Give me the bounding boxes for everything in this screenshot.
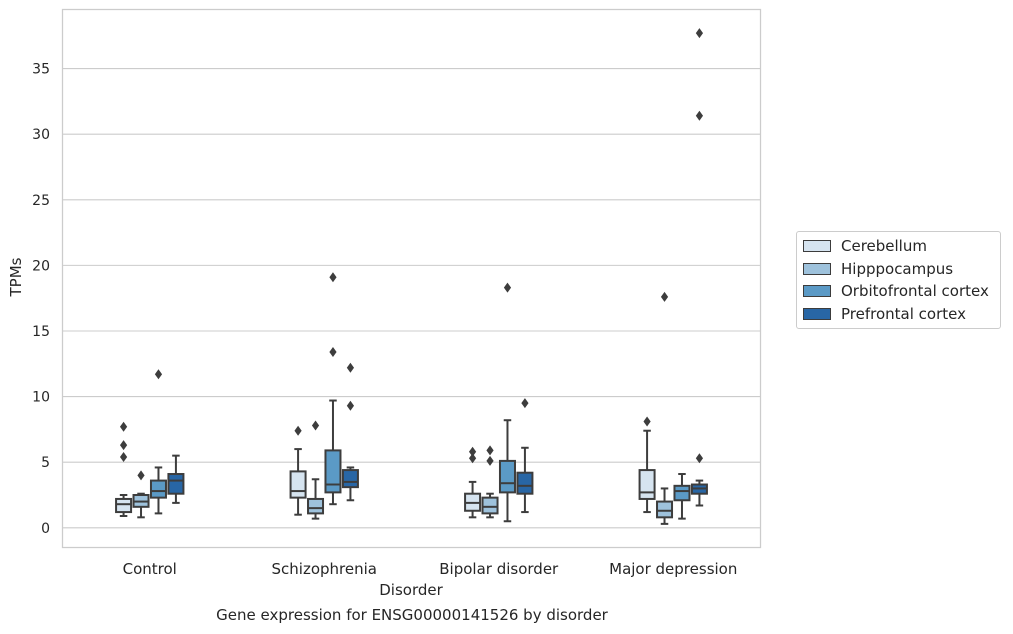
outlier-2 [119,421,128,432]
box-3-3 [690,28,708,507]
box-0-1 [132,470,150,519]
legend-swatch-prefrontal-cortex [803,308,831,321]
box-1-2 [324,272,342,506]
outlier-1 [346,362,355,373]
legend: Cerebellum Hipppocampus Orbitofrontal co… [796,231,1001,330]
y-tick-label-35: 35 [32,62,50,78]
box-body [167,473,185,495]
box-body [341,469,359,489]
legend-swatch-orbitofrontal-cortex [803,285,831,298]
legend-item-orbitofrontal-cortex: Orbitofrontal cortex [797,280,1000,303]
box-2-3 [516,398,534,514]
box-body [324,449,342,494]
outlier-0 [486,455,494,466]
legend-swatch-cerebellum [803,240,831,253]
box-body [481,496,499,515]
legend-item-hippocampus: Hipppocampus [797,258,1000,281]
box-body [656,500,674,519]
outlier-0 [643,416,651,427]
y-tick-label-10: 10 [32,390,50,406]
y-tick-labels: 0 5 10 15 20 25 30 35 [32,62,50,537]
legend-item-prefrontal-cortex: Prefrontal cortex [797,303,1000,326]
outlier-0 [346,400,355,411]
legend-label-hippocampus: Hipppocampus [841,259,954,278]
y-tick-label-30: 30 [32,127,50,143]
outlier-2 [695,28,704,39]
gridlines [62,67,761,529]
outlier-0 [660,291,669,302]
outlier-0 [468,453,477,464]
y-tick-label-5: 5 [41,455,50,471]
x-tick-label-2: Bipolar disorder [439,560,559,578]
outlier-0 [294,425,302,436]
box-0-3 [167,454,185,504]
outlier-1 [468,446,477,457]
legend-label-cerebellum: Cerebellum [841,237,927,256]
box-marks [115,28,708,525]
box-1-3 [341,362,359,502]
chart-caption: Gene expression for ENSG00000141526 by d… [216,606,608,624]
outlier-0 [503,282,512,293]
legend-label-orbitofrontal-cortex: Orbitofrontal cortex [841,282,989,301]
outlier-0 [119,451,128,462]
x-tick-label-3: Major depression [609,560,737,578]
box-body [307,497,325,515]
box-body [673,484,691,502]
box-3-1 [656,291,674,525]
box-body [289,470,307,499]
box-2-0 [464,446,482,519]
legend-item-cerebellum: Cerebellum [797,235,1000,258]
y-tick-label-0: 0 [41,521,50,537]
outlier-0 [154,369,163,380]
plot-frame [61,8,762,549]
box-body [149,479,167,499]
outlier-0 [329,346,337,357]
box-0-2 [149,369,167,515]
x-tick-label-0: Control [123,560,177,578]
outlier-1 [119,440,128,451]
plot-area [62,9,761,548]
legend-swatch-hippocampus [803,262,831,275]
legend-label-prefrontal-cortex: Prefrontal cortex [841,305,966,324]
outlier-1 [329,272,337,283]
outlier-0 [695,453,704,464]
box-body [498,459,516,494]
box-1-0 [289,425,307,516]
box-2-2 [498,282,516,523]
box-3-2 [673,473,691,520]
outlier-0 [137,470,145,481]
y-axis-label: TPMs [7,257,25,297]
box-body [115,497,133,514]
y-tick-label-20: 20 [32,258,50,274]
x-tick-labels: Control Schizophrenia Bipolar disorder Majo… [123,560,738,578]
box-2-1 [481,445,499,519]
outlier-1 [486,445,494,456]
box-body [638,469,656,500]
y-tick-label-25: 25 [32,193,50,209]
box-1-1 [307,420,325,520]
box-3-0 [638,416,656,514]
outlier-1 [695,110,704,121]
y-tick-label-15: 15 [32,324,50,340]
outlier-0 [521,398,529,409]
x-tick-label-1: Schizophrenia [272,560,377,578]
box-body [516,471,534,495]
box-0-0 [115,421,133,518]
outlier-0 [311,420,320,431]
x-axis-label: Disorder [379,581,443,599]
